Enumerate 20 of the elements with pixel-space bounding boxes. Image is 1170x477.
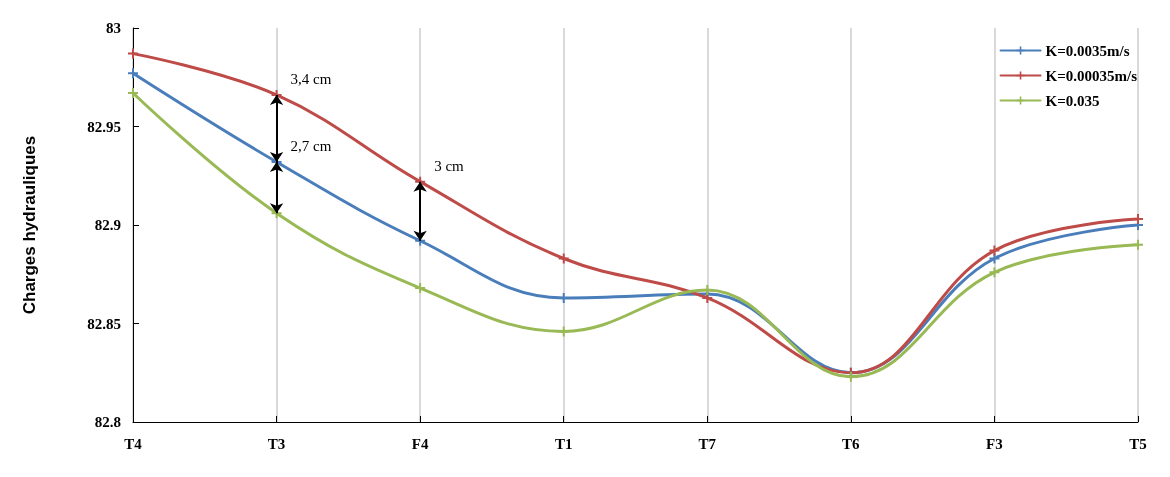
annotation: 3,4 cm — [290, 70, 332, 87]
annotation: 2,7 cm — [290, 137, 332, 154]
y-tick-label: 82.95 — [87, 118, 121, 135]
y-tick-label: 83 — [106, 20, 121, 36]
y-tick-label: 82.85 — [87, 315, 121, 332]
y-tick-label: 82.9 — [94, 217, 121, 233]
x-tick-label: T6 — [842, 435, 861, 452]
x-tick-label: T4 — [124, 435, 143, 452]
x-tick-label: T5 — [1129, 435, 1147, 452]
y-axis-title: Charges hydrauliques — [20, 135, 39, 315]
annotation: 3 cm — [434, 157, 465, 174]
x-tick-label: T7 — [698, 435, 717, 452]
x-tick-label: F3 — [986, 435, 1003, 452]
y-tick-label: 82.8 — [94, 414, 121, 430]
legend-label: K=0.0035m/s — [1045, 42, 1130, 59]
x-tick-label: T3 — [267, 435, 286, 452]
legend-label: K=0.00035m/s — [1045, 67, 1138, 84]
x-tick-label: F4 — [411, 435, 429, 452]
legend-label: K=0.035 — [1045, 92, 1100, 109]
x-tick-label: T1 — [554, 435, 573, 452]
